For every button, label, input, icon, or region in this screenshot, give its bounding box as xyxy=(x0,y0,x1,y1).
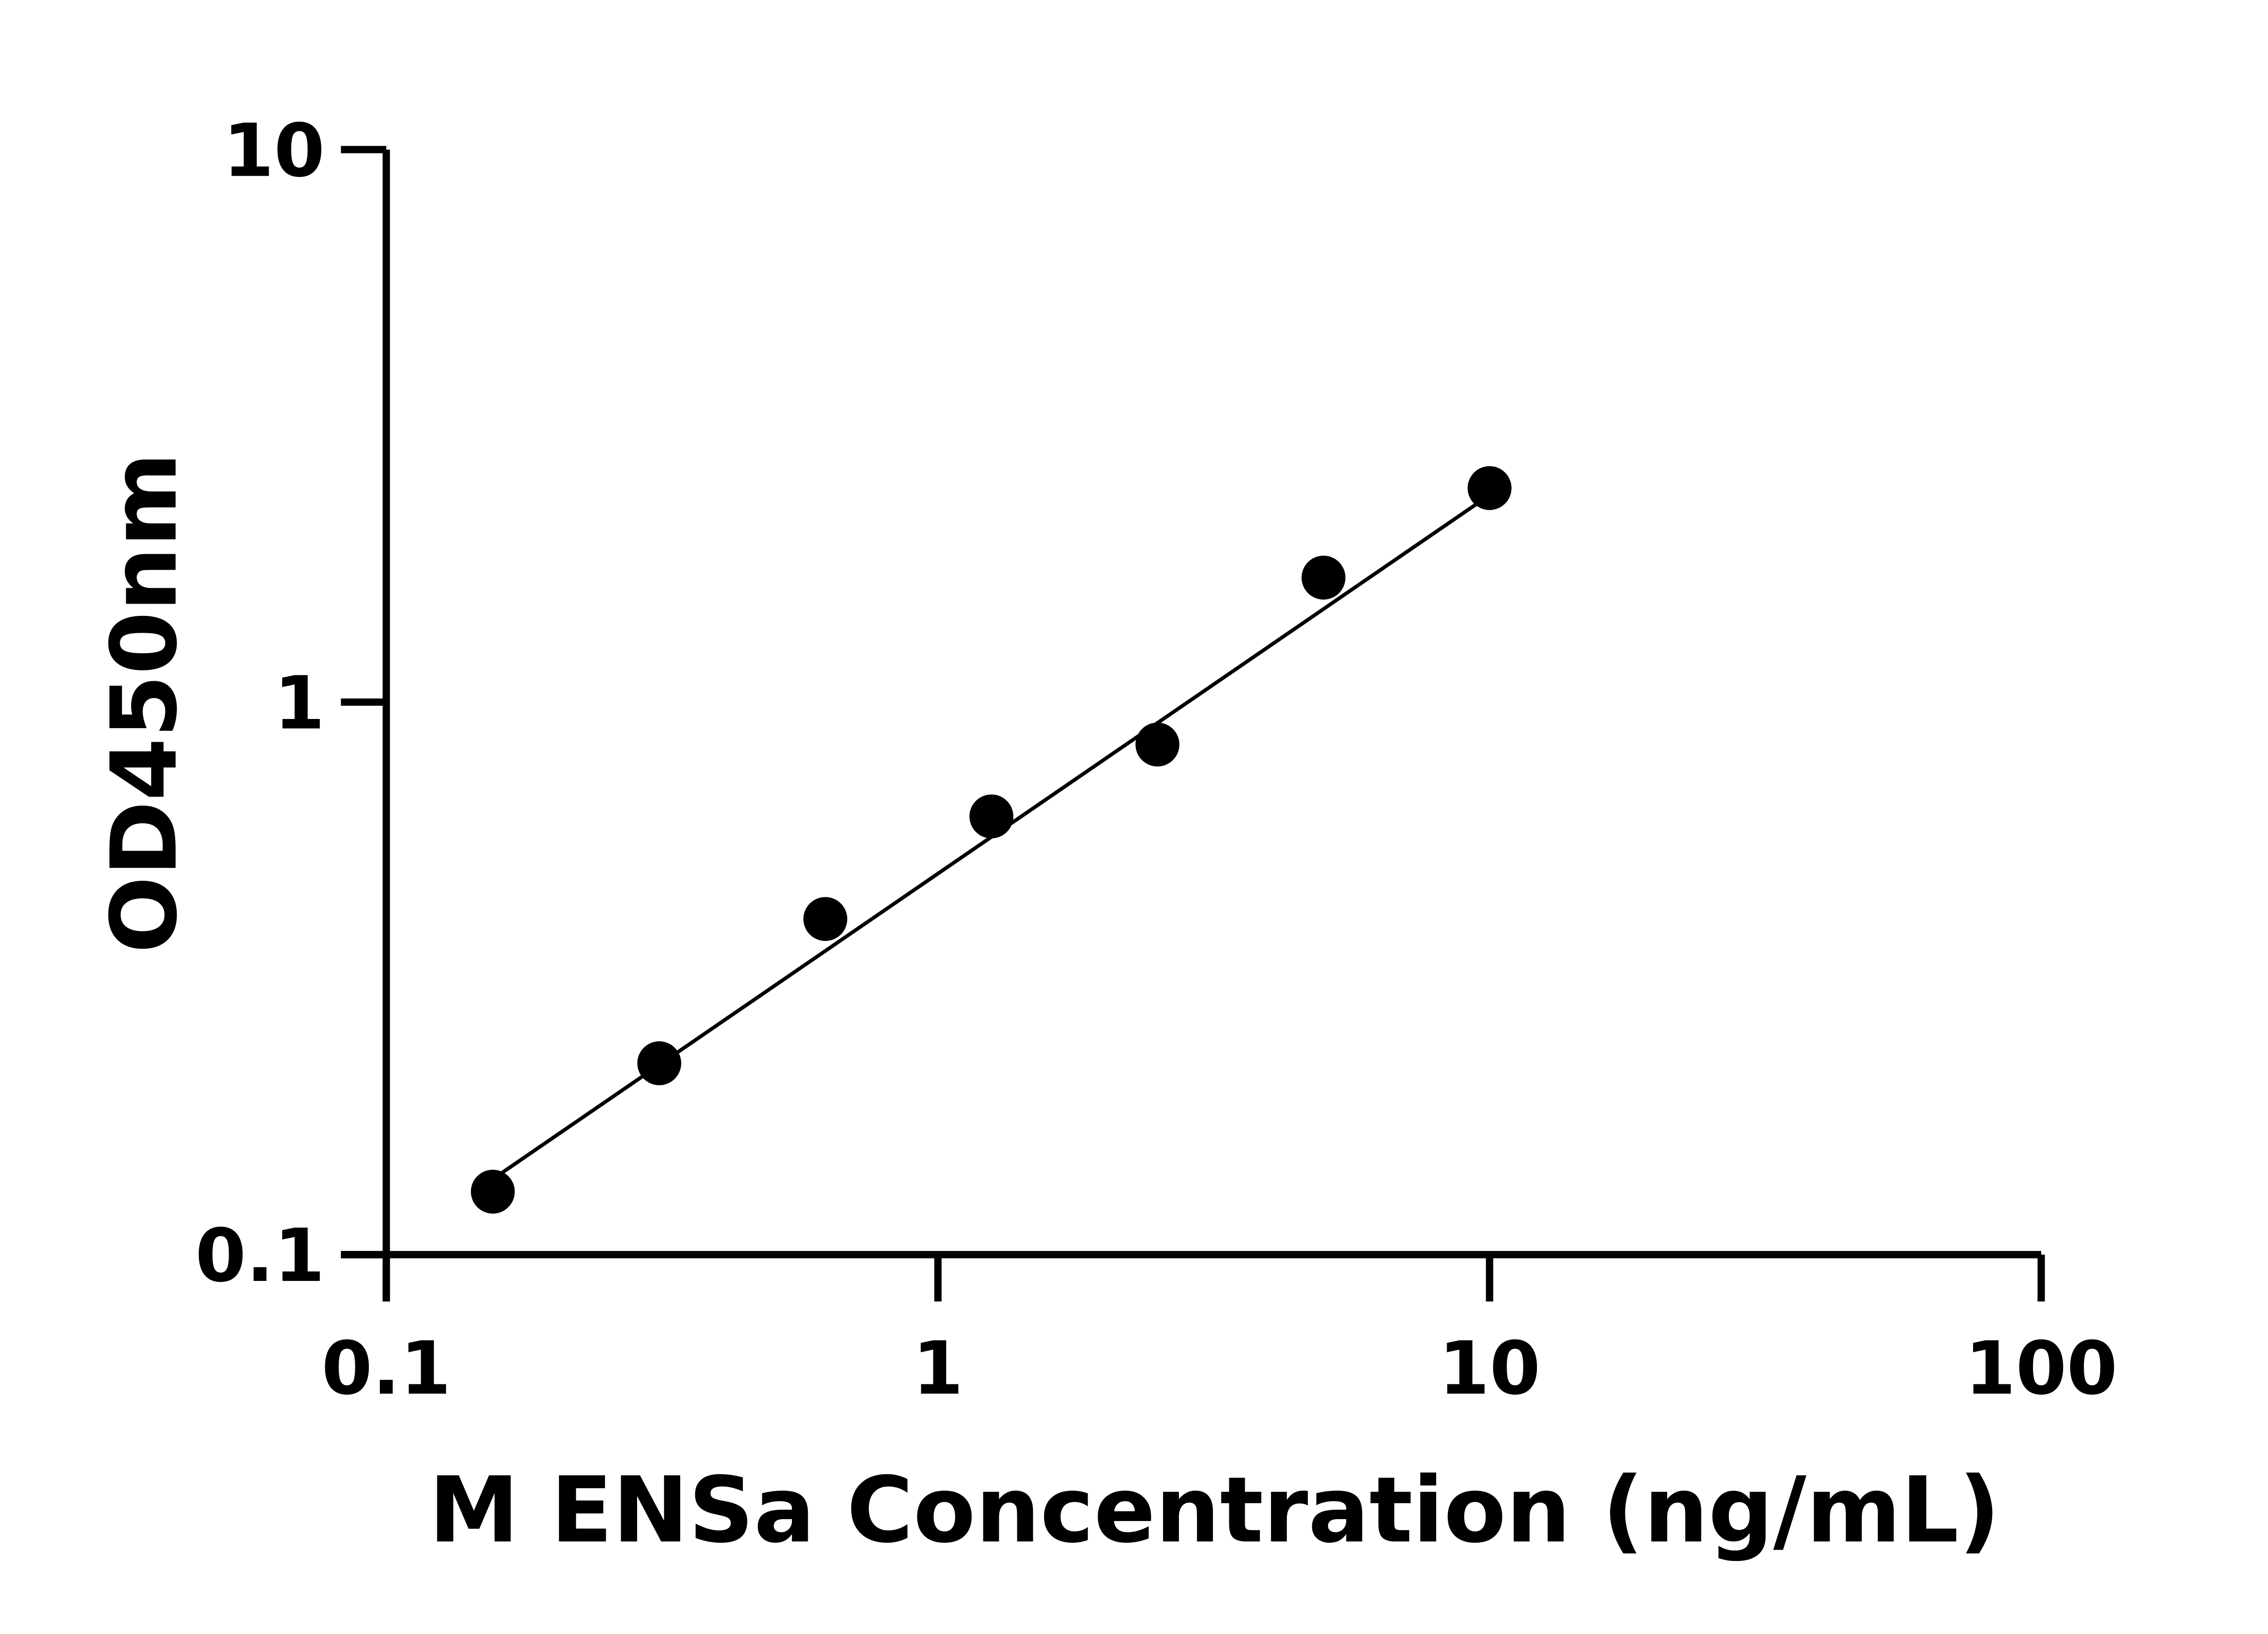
x-tick-label: 0.1 xyxy=(321,1326,451,1411)
data-point xyxy=(1468,466,1512,510)
x-tick-label: 1 xyxy=(913,1326,963,1411)
y-axis-label: OD450nm xyxy=(92,453,197,954)
y-tick-label: 1 xyxy=(274,661,325,746)
data-point xyxy=(471,1170,515,1214)
data-point xyxy=(969,794,1014,839)
data-point xyxy=(1135,722,1180,767)
x-tick-label: 10 xyxy=(1438,1326,1540,1411)
tick-labels: 0.1 1 10 100 0.1 1 10 xyxy=(195,108,2117,1412)
data-point xyxy=(803,897,848,941)
data-points xyxy=(471,466,1512,1214)
y-tick-label: 10 xyxy=(223,108,324,194)
data-point xyxy=(637,1041,682,1085)
data-point xyxy=(1301,556,1345,600)
axes xyxy=(341,146,2045,1302)
y-tick-label: 0.1 xyxy=(195,1213,325,1299)
x-axis-label: M ENSa Concentration (ng/mL) xyxy=(429,1457,2000,1563)
x-tick-label: 100 xyxy=(1965,1326,2118,1411)
